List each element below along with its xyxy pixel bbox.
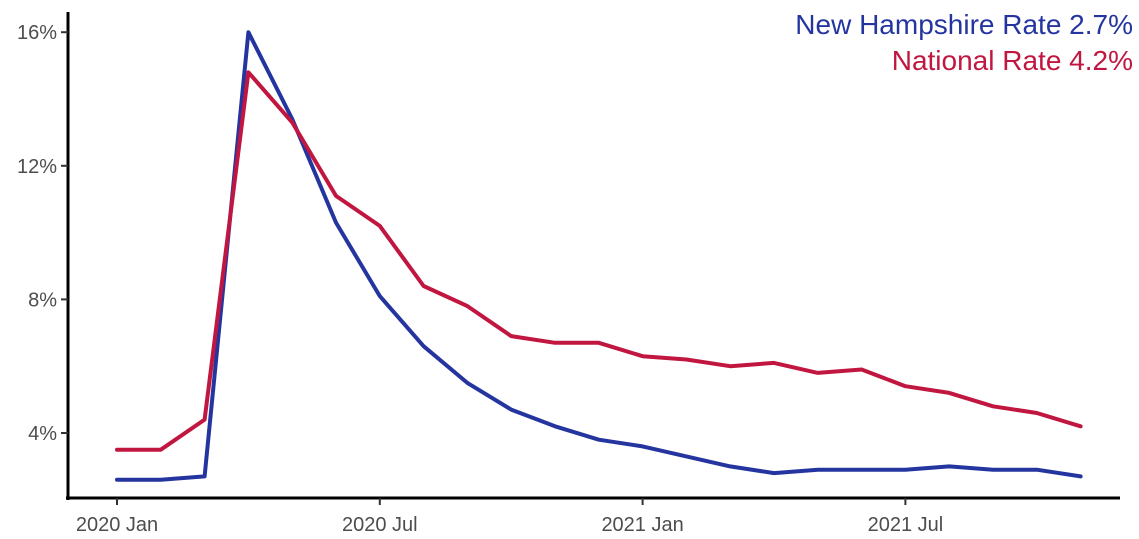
series-lines bbox=[115, 30, 1083, 482]
national-rate-line bbox=[115, 70, 1083, 452]
x-tick-label: 2020 Jul bbox=[342, 514, 418, 536]
y-tick-label: 8% bbox=[28, 289, 57, 311]
x-tick-label: 2020 Jan bbox=[76, 514, 158, 536]
y-tick-label: 4% bbox=[28, 423, 57, 445]
new-hampshire-rate-line bbox=[115, 30, 1083, 482]
legend: New Hampshire Rate 2.7% National Rate 4.2… bbox=[795, 9, 1133, 76]
y-tick-label: 16% bbox=[17, 22, 57, 44]
legend-national-rate: National Rate 4.2% bbox=[892, 45, 1133, 76]
legend-new-hampshire-rate: New Hampshire Rate 2.7% bbox=[795, 9, 1133, 40]
y-axis: 4% 8% 12% 16% bbox=[17, 12, 70, 500]
y-tick-label: 12% bbox=[17, 156, 57, 178]
x-tick-label: 2021 Jan bbox=[601, 514, 683, 536]
x-axis: 2020 Jan 2020 Jul 2021 Jan 2021 Jul bbox=[66, 496, 1120, 536]
x-tick-label: 2021 Jul bbox=[868, 514, 944, 536]
